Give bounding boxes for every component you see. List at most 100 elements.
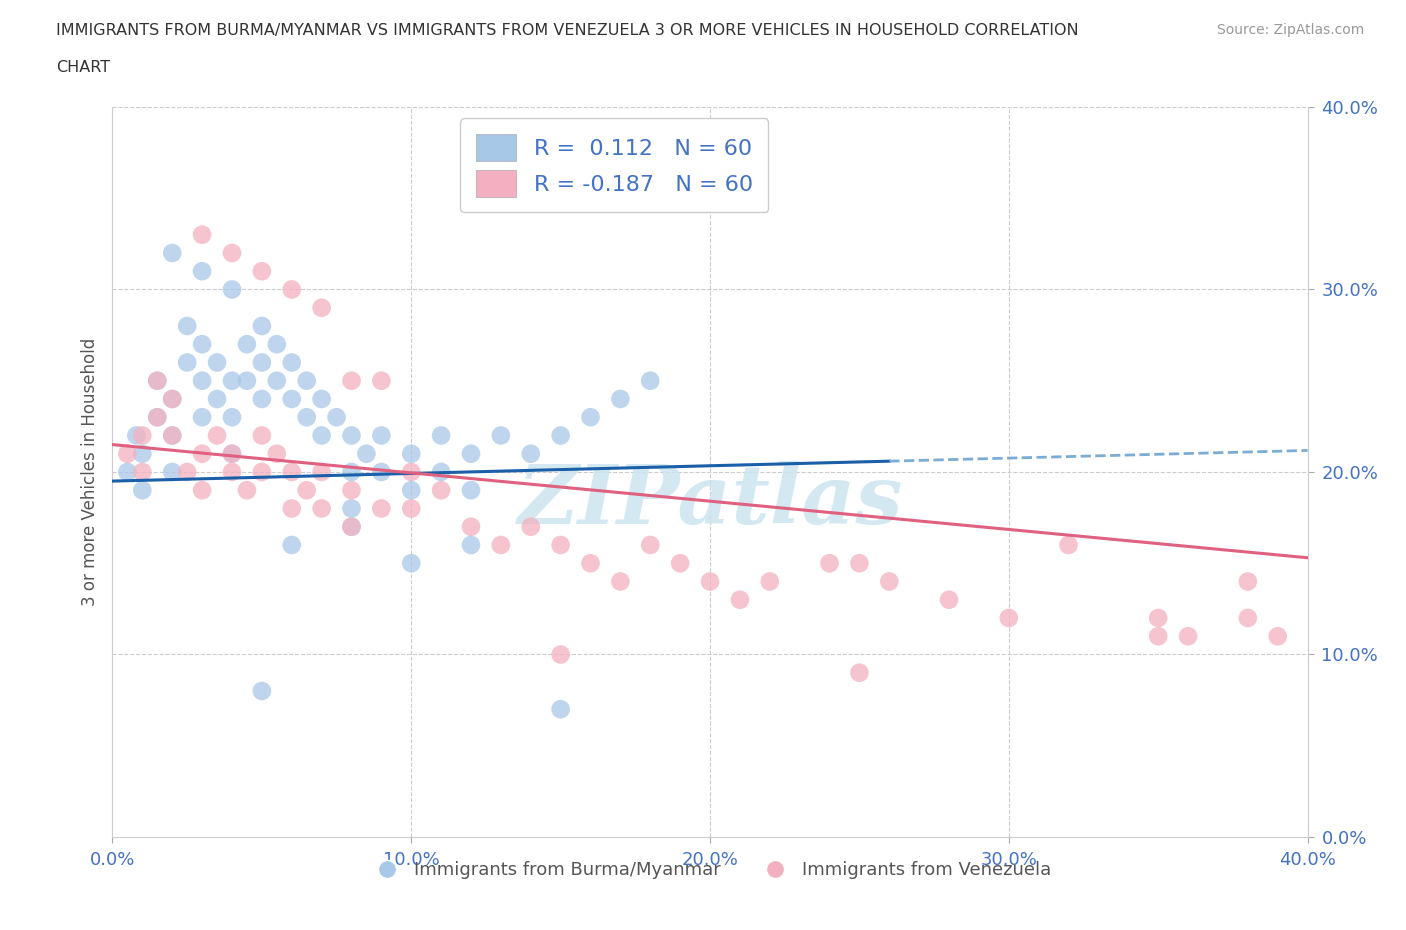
Point bbox=[311, 392, 333, 406]
Point bbox=[205, 392, 228, 406]
Point bbox=[191, 483, 214, 498]
Point bbox=[728, 592, 751, 607]
Point bbox=[191, 373, 214, 388]
Point bbox=[281, 282, 304, 297]
Point bbox=[1057, 538, 1080, 552]
Point bbox=[609, 574, 631, 589]
Point bbox=[125, 428, 148, 443]
Point bbox=[221, 246, 243, 260]
Point bbox=[176, 355, 198, 370]
Point bbox=[281, 501, 304, 516]
Point bbox=[221, 282, 243, 297]
Point bbox=[550, 538, 572, 552]
Point bbox=[281, 355, 304, 370]
Point bbox=[311, 300, 333, 315]
Point bbox=[401, 446, 423, 461]
Point bbox=[250, 684, 273, 698]
Point bbox=[191, 337, 214, 352]
Point bbox=[131, 428, 153, 443]
Point bbox=[117, 465, 139, 480]
Point bbox=[236, 373, 259, 388]
Point bbox=[699, 574, 721, 589]
Point bbox=[162, 465, 183, 480]
Point bbox=[460, 519, 482, 534]
Point bbox=[370, 373, 392, 388]
Point bbox=[250, 428, 273, 443]
Point bbox=[311, 501, 333, 516]
Point bbox=[1237, 574, 1260, 589]
Point bbox=[205, 355, 228, 370]
Point bbox=[430, 465, 453, 480]
Point bbox=[205, 428, 228, 443]
Point bbox=[340, 465, 363, 480]
Point bbox=[221, 446, 243, 461]
Point bbox=[1237, 611, 1260, 626]
Point bbox=[311, 428, 333, 443]
Point bbox=[340, 501, 363, 516]
Point bbox=[340, 428, 363, 443]
Point bbox=[848, 556, 870, 571]
Point bbox=[295, 373, 318, 388]
Point bbox=[460, 483, 482, 498]
Point bbox=[146, 373, 169, 388]
Legend: Immigrants from Burma/Myanmar, Immigrants from Venezuela: Immigrants from Burma/Myanmar, Immigrant… bbox=[361, 854, 1059, 886]
Point bbox=[401, 483, 423, 498]
Point bbox=[938, 592, 960, 607]
Point bbox=[401, 465, 423, 480]
Point bbox=[250, 355, 273, 370]
Point bbox=[162, 392, 183, 406]
Point bbox=[146, 373, 169, 388]
Point bbox=[221, 446, 243, 461]
Point bbox=[266, 337, 288, 352]
Point bbox=[370, 501, 392, 516]
Point bbox=[460, 446, 482, 461]
Point bbox=[340, 519, 363, 534]
Point bbox=[640, 373, 662, 388]
Point bbox=[250, 392, 273, 406]
Y-axis label: 3 or more Vehicles in Household: 3 or more Vehicles in Household bbox=[80, 338, 98, 606]
Point bbox=[489, 428, 512, 443]
Point bbox=[176, 318, 198, 334]
Text: ZIPatlas: ZIPatlas bbox=[517, 461, 903, 541]
Point bbox=[236, 337, 259, 352]
Point bbox=[818, 556, 841, 571]
Text: Source: ZipAtlas.com: Source: ZipAtlas.com bbox=[1216, 23, 1364, 37]
Text: IMMIGRANTS FROM BURMA/MYANMAR VS IMMIGRANTS FROM VENEZUELA 3 OR MORE VEHICLES IN: IMMIGRANTS FROM BURMA/MYANMAR VS IMMIGRA… bbox=[56, 23, 1078, 38]
Point bbox=[131, 446, 153, 461]
Point bbox=[1147, 629, 1170, 644]
Point bbox=[221, 373, 243, 388]
Point bbox=[281, 392, 304, 406]
Point bbox=[669, 556, 692, 571]
Point bbox=[848, 665, 870, 680]
Point bbox=[281, 465, 304, 480]
Point bbox=[609, 392, 631, 406]
Point bbox=[221, 465, 243, 480]
Point bbox=[162, 392, 183, 406]
Point bbox=[176, 465, 198, 480]
Point bbox=[370, 465, 392, 480]
Point bbox=[146, 410, 169, 425]
Point bbox=[191, 264, 214, 279]
Point bbox=[191, 446, 214, 461]
Point bbox=[311, 465, 333, 480]
Point bbox=[146, 410, 169, 425]
Point bbox=[460, 538, 482, 552]
Point bbox=[191, 227, 214, 242]
Point bbox=[250, 465, 273, 480]
Point bbox=[266, 446, 288, 461]
Point bbox=[117, 446, 139, 461]
Point bbox=[550, 428, 572, 443]
Point bbox=[281, 538, 304, 552]
Point bbox=[879, 574, 901, 589]
Point bbox=[266, 373, 288, 388]
Point bbox=[250, 318, 273, 334]
Point bbox=[430, 428, 453, 443]
Point bbox=[430, 483, 453, 498]
Point bbox=[998, 611, 1021, 626]
Point bbox=[1267, 629, 1289, 644]
Point bbox=[221, 410, 243, 425]
Point bbox=[131, 483, 153, 498]
Point bbox=[370, 428, 392, 443]
Point bbox=[579, 410, 602, 425]
Point bbox=[489, 538, 512, 552]
